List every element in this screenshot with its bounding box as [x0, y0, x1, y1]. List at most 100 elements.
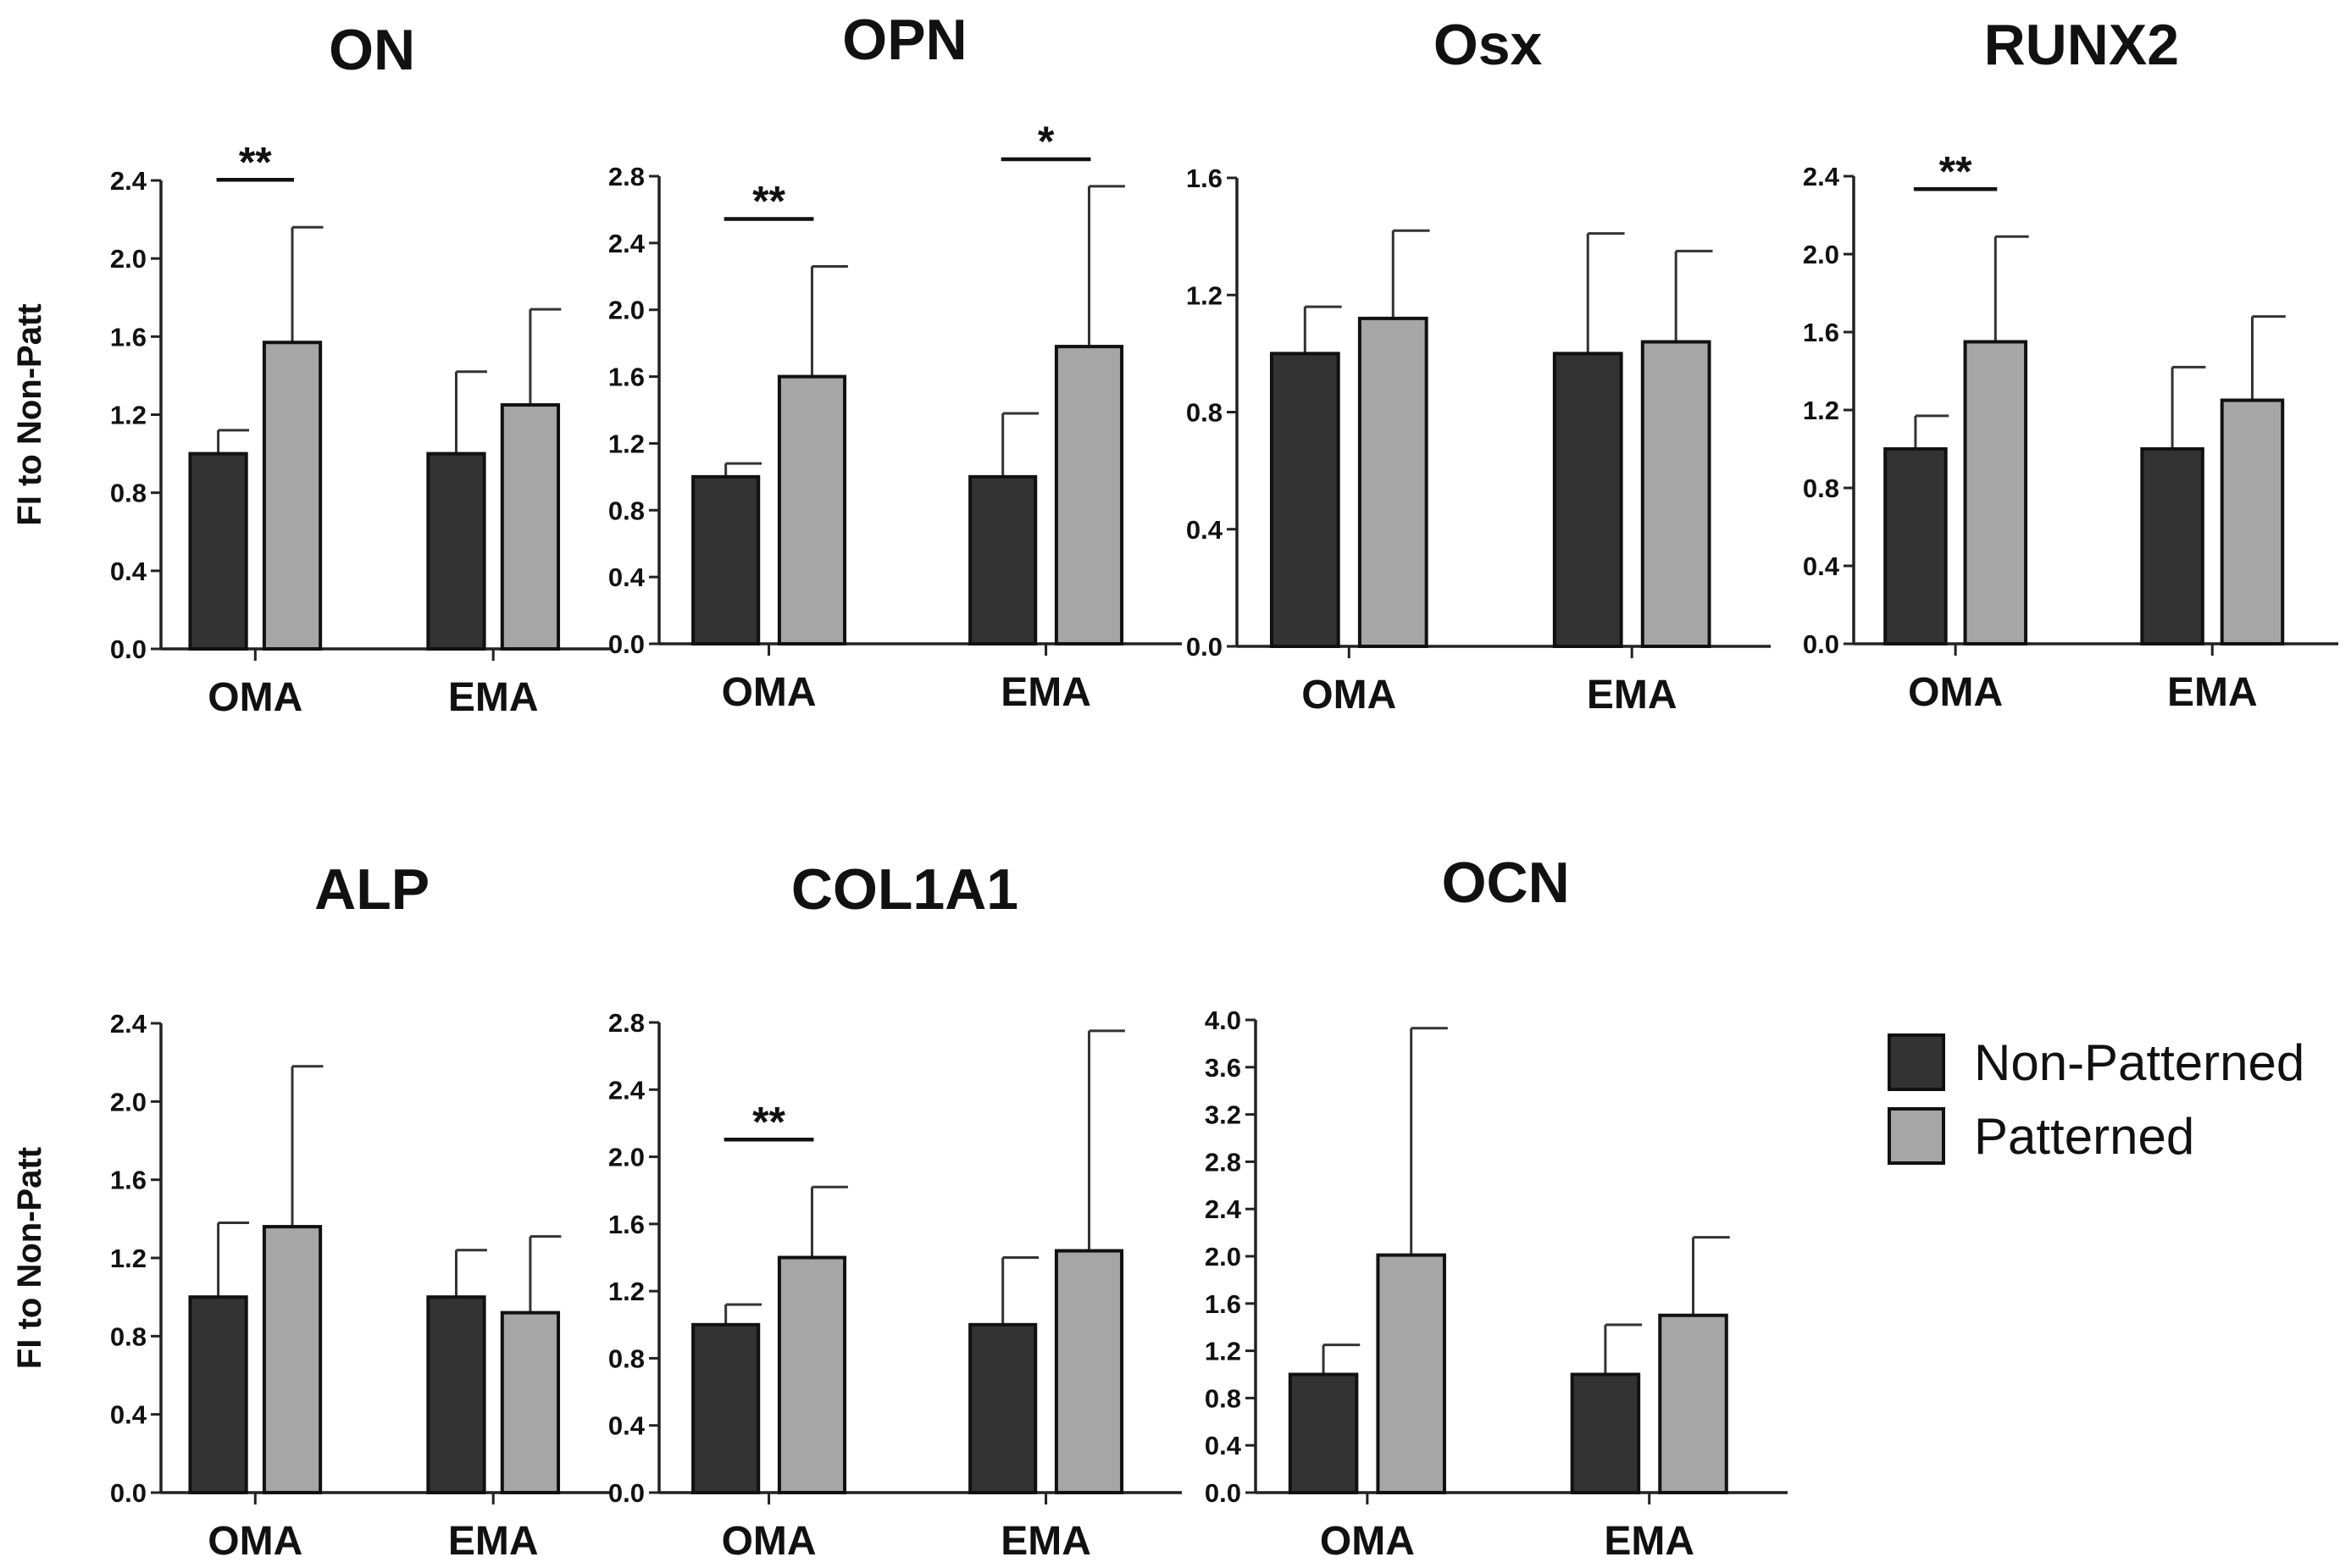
- significance-label: **: [752, 177, 785, 224]
- y-tick-label: 0.8: [110, 1321, 147, 1351]
- bar-non-patterned-ema: [1570, 1372, 1641, 1494]
- bar-patterned-ema: [1054, 345, 1124, 645]
- bar-non-patterned-ema: [968, 474, 1038, 645]
- y-tick-label: 1.6: [608, 363, 645, 392]
- significance-label: **: [752, 1098, 785, 1145]
- chart-title: COL1A1: [791, 857, 1018, 922]
- bar-patterned-ema: [500, 402, 561, 651]
- bar-non-patterned-oma: [691, 1322, 761, 1495]
- y-tick-label: 1.2: [608, 1277, 645, 1306]
- y-tick-label: 1.2: [1803, 396, 1839, 425]
- y-tick-label: 2.0: [608, 1143, 645, 1172]
- y-tick-label: 2.0: [110, 1087, 147, 1116]
- bar-patterned-oma: [1376, 1253, 1446, 1494]
- legend-swatch-patterned: [1888, 1107, 1945, 1165]
- chart-title: ON: [329, 18, 415, 82]
- y-tick-label: 0.0: [608, 1478, 645, 1508]
- y-tick-label: 2.4: [110, 166, 147, 196]
- y-tick-label: 0.0: [1803, 629, 1839, 659]
- y-tick-label: 1.6: [608, 1210, 645, 1239]
- bar-non-patterned-ema: [2140, 447, 2204, 645]
- bar-patterned-ema: [1658, 1313, 1728, 1494]
- x-tick-label-oma: OMA: [722, 670, 817, 715]
- x-tick-label-oma: OMA: [208, 675, 302, 720]
- y-tick-label: 0.4: [608, 1411, 646, 1441]
- y-tick-label: 0.0: [110, 1478, 147, 1508]
- y-tick-label: 2.4: [1205, 1194, 1242, 1224]
- y-tick-label: 4.0: [1205, 1006, 1241, 1035]
- y-tick-label: 2.8: [608, 1008, 645, 1038]
- y-tick-label: 0.8: [608, 1344, 645, 1373]
- y-tick-label: 1.6: [110, 1166, 147, 1195]
- y-tick-label: 0.0: [608, 629, 645, 659]
- y-tick-label: 0.0: [1205, 1478, 1241, 1508]
- x-tick-label-ema: EMA: [448, 1519, 539, 1564]
- bar-non-patterned-ema: [1552, 352, 1623, 648]
- y-tick-label: 2.0: [608, 296, 645, 325]
- x-tick-label-oma: OMA: [1301, 673, 1396, 718]
- y-tick-label: 0.8: [1186, 398, 1223, 428]
- bar-non-patterned-ema: [968, 1322, 1038, 1495]
- chart-title: RUNX2: [1984, 13, 2180, 77]
- y-tick-label: 2.4: [608, 1075, 646, 1105]
- significance-label: *: [1038, 118, 1055, 165]
- significance-label: **: [1939, 147, 1972, 195]
- y-tick-label: 1.6: [110, 322, 147, 352]
- x-tick-label-oma: OMA: [208, 1519, 302, 1564]
- y-tick-label: 3.2: [1205, 1100, 1241, 1130]
- x-tick-label-oma: OMA: [722, 1519, 817, 1564]
- x-tick-label-oma: OMA: [1908, 670, 2003, 715]
- y-tick-label: 2.4: [608, 229, 646, 258]
- chart-panels: ON 0.0 0.4 0.8 1.2 1.6 2.0 2.4 FI to Non-Patt OMA…: [11, 8, 2338, 1564]
- bar-non-patterned-oma: [1883, 447, 1948, 645]
- x-tick-label-ema: EMA: [448, 675, 539, 720]
- significance-label: **: [239, 138, 272, 186]
- y-tick-label: 0.4: [608, 562, 646, 592]
- y-tick-label: 0.0: [1186, 632, 1223, 662]
- y-tick-label: 0.4: [110, 557, 147, 586]
- bar-non-patterned-ema: [426, 1295, 486, 1494]
- bar-patterned-oma: [262, 341, 323, 651]
- bar-patterned-oma: [1963, 340, 2028, 645]
- x-tick-label-ema: EMA: [1604, 1519, 1694, 1564]
- x-tick-label-ema: EMA: [1001, 1519, 1091, 1564]
- y-tick-label: 0.8: [608, 496, 645, 525]
- chart-panel-ocn: OCN 0.0 0.4 0.8 1.2 1.6 2.0 2.4 2.8 3.2 3.6 4.0 OMA E…: [1205, 850, 1788, 1564]
- y-tick-label: 2.4: [110, 1009, 147, 1039]
- y-tick-label: 1.6: [1186, 163, 1223, 193]
- y-tick-label: 2.8: [1205, 1147, 1241, 1177]
- y-tick-label: 1.2: [110, 401, 147, 430]
- x-tick-label-ema: EMA: [2167, 670, 2258, 715]
- chart-panel-opn: OPN 0.0 0.4 0.8 1.2 1.6 2.0 2.4 2.8 OMA ** EMA *: [608, 8, 1182, 715]
- bar-patterned-ema: [1640, 340, 1711, 648]
- bar-patterned-ema: [2220, 398, 2285, 645]
- y-tick-label: 1.6: [1205, 1289, 1241, 1319]
- y-tick-label: 0.4: [1803, 551, 1840, 581]
- y-tick-label: 1.2: [608, 429, 645, 458]
- x-tick-label-ema: EMA: [1587, 673, 1677, 718]
- y-tick-label: 2.4: [1803, 162, 1840, 191]
- bar-non-patterned-ema: [426, 452, 486, 651]
- y-tick-label: 0.4: [110, 1400, 147, 1430]
- y-tick-label: 2.0: [1803, 240, 1839, 269]
- bar-patterned-ema: [500, 1310, 561, 1494]
- y-tick-label: 2.8: [608, 162, 645, 191]
- chart-panel-runx2: RUNX2 0.0 0.4 0.8 1.2 1.6 2.0 2.4 OMA ** EMA: [1803, 13, 2338, 715]
- x-tick-label-oma: OMA: [1320, 1519, 1415, 1564]
- chart-panel-alp: ALP 0.0 0.4 0.8 1.2 1.6 2.0 2.4 FI to Non-Patt OM…: [11, 857, 610, 1564]
- bar-patterned-oma: [777, 1255, 847, 1494]
- y-tick-label: 3.6: [1205, 1053, 1241, 1083]
- bar-patterned-oma: [1357, 316, 1428, 648]
- y-tick-label: 1.2: [1205, 1337, 1241, 1366]
- y-tick-label: 0.8: [1205, 1383, 1241, 1413]
- y-tick-label: 1.2: [110, 1244, 147, 1273]
- y-axis-title: FI to Non-Patt: [11, 303, 48, 525]
- y-tick-label: 1.6: [1803, 318, 1839, 347]
- bar-patterned-ema: [1054, 1249, 1124, 1494]
- bar-non-patterned-oma: [188, 452, 248, 651]
- chart-title: OCN: [1442, 850, 1570, 915]
- x-tick-label-ema: EMA: [1001, 670, 1091, 715]
- bar-non-patterned-oma: [188, 1295, 248, 1494]
- y-tick-label: 0.0: [110, 634, 147, 664]
